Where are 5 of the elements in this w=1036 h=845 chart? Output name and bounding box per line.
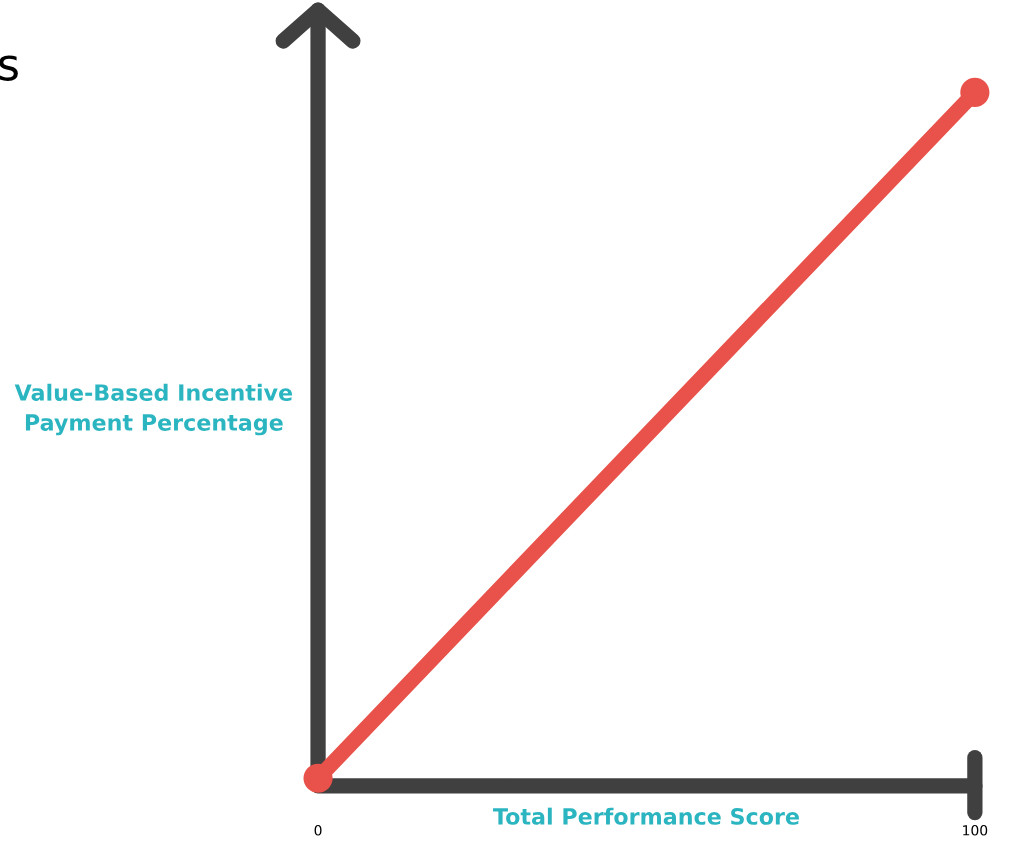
text: s [0, 55, 18, 81]
y-axis-title: Value-Based Incentive Payment Percentage [14, 383, 293, 436]
x-tick-label: 100 [963, 825, 988, 836]
x-tick-label: 0 [314, 825, 322, 836]
x-axis-title: Total Performance Score [493, 807, 799, 825]
